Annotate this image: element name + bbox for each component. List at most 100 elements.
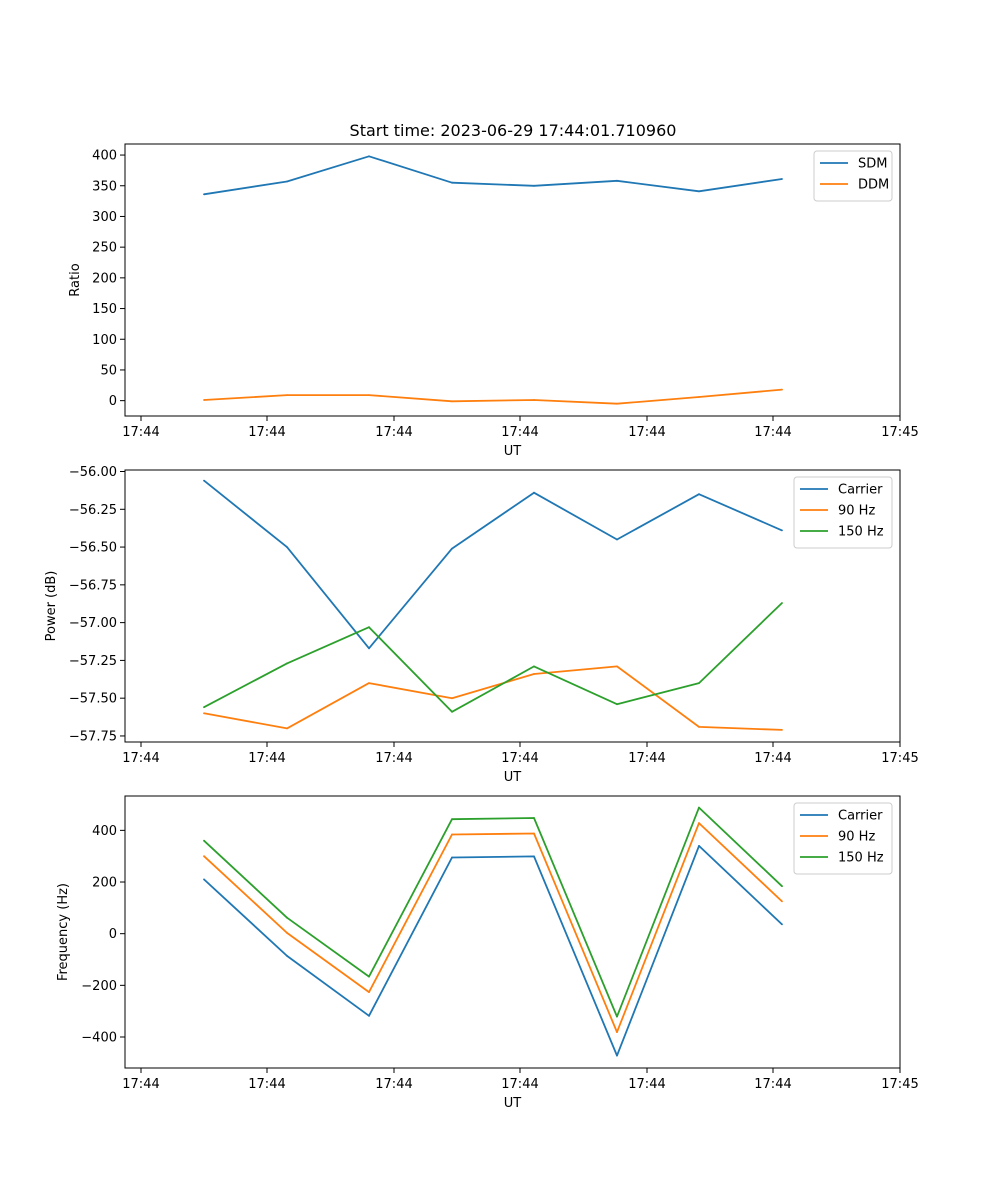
series-line-ddm: [203, 388, 783, 405]
x-tick-label: 17:44: [248, 1077, 285, 1092]
data-point: [616, 1031, 618, 1033]
y-tick-label: 0: [109, 927, 117, 942]
data-point: [286, 916, 288, 919]
panel-2: 17:44 17:44 17:44 17:44 17:44 17:44 17:45 −57.7…: [44, 465, 919, 785]
data-point: [698, 822, 700, 824]
x-tick-label: 17:44: [628, 425, 665, 440]
y-tick-label: −56.75: [69, 578, 117, 593]
panels: 17:44 17:44 17:44 17:44 17:44 17:44 17:45 0 50 10…: [44, 143, 919, 1111]
data-point: [533, 184, 535, 187]
data-point: [451, 856, 453, 859]
x-tick-label: 17:44: [501, 751, 538, 766]
x-tick-label: 17:44: [122, 751, 159, 766]
y-tick-label: 350: [92, 179, 117, 194]
data-point: [368, 682, 370, 684]
y-tick-label: −56.50: [69, 541, 117, 556]
panel-1: 17:44 17:44 17:44 17:44 17:44 17:44 17:45 0 50 10…: [68, 143, 919, 459]
data-point: [203, 193, 205, 196]
data-point: [698, 845, 700, 847]
data-point: [451, 818, 453, 821]
data-point: [203, 855, 205, 858]
y-tick-label: −56.00: [69, 465, 117, 480]
data-point: [698, 396, 700, 398]
data-point: [781, 900, 783, 903]
data-point: [533, 855, 535, 858]
data-point: [616, 402, 618, 405]
data-point: [368, 991, 370, 993]
data-point: [533, 665, 535, 668]
series-line-sdm: [203, 155, 783, 196]
panel-3: 17:44 17:44 17:44 17:44 17:44 17:44 17:45 −400 −…: [56, 795, 919, 1111]
data-point: [698, 806, 700, 809]
data-point: [698, 682, 700, 684]
x-tick-label: 17:44: [122, 1077, 159, 1092]
data-point: [451, 181, 453, 184]
data-point: [286, 662, 288, 665]
y-tick-label: −400: [81, 1031, 117, 1046]
data-point: [451, 547, 453, 550]
x-tick-label: 17:44: [628, 1077, 665, 1092]
y-tick-label: 400: [92, 824, 117, 839]
x-tick-label: 17:44: [501, 1077, 538, 1092]
data-point: [533, 491, 535, 494]
data-point: [616, 1015, 618, 1018]
data-point: [368, 626, 370, 629]
data-point: [203, 479, 205, 482]
data-point: [698, 726, 700, 728]
series-line-90-hz: [203, 822, 783, 1033]
data-point: [698, 493, 700, 496]
y-tick-label: 100: [92, 333, 117, 348]
legend-label: 150 Hz: [838, 525, 884, 540]
data-point: [203, 706, 205, 709]
series-line-90-hz: [203, 665, 783, 731]
x-axis-label: UT: [504, 770, 522, 785]
x-tick-label: 17:44: [501, 425, 538, 440]
legend-label: SDM: [858, 157, 887, 172]
series-line-carrier: [203, 479, 783, 650]
x-tick-label: 17:44: [248, 425, 285, 440]
data-point: [616, 179, 618, 182]
legend-label: DDM: [858, 178, 889, 193]
x-tick-label: 17:44: [754, 1077, 791, 1092]
x-axis-label: UT: [504, 444, 522, 459]
y-tick-label: −57.50: [69, 692, 117, 707]
data-point: [781, 729, 783, 731]
y-axis-label: Frequency (Hz): [56, 883, 71, 981]
axes-frame: [124, 469, 901, 743]
y-tick-label: 300: [92, 210, 117, 225]
data-point: [781, 388, 783, 391]
legend: Carrier 90 Hz 150 Hz: [793, 802, 893, 875]
data-point: [781, 529, 783, 532]
data-point: [533, 832, 535, 835]
y-tick-label: 250: [92, 241, 117, 256]
data-point: [451, 697, 453, 700]
data-point: [451, 833, 453, 836]
data-point: [368, 1014, 370, 1017]
x-tick-label: 17:44: [754, 425, 791, 440]
data-point: [368, 394, 370, 396]
data-point: [616, 665, 618, 668]
series-line-carrier: [203, 845, 783, 1057]
y-tick-label: −200: [81, 979, 117, 994]
data-point: [286, 932, 288, 934]
data-point: [616, 1054, 618, 1057]
data-point: [533, 673, 535, 675]
legend-label: Carrier: [838, 809, 883, 824]
axes-frame: [124, 795, 901, 1069]
data-point: [368, 155, 370, 158]
chart-title: Start time: 2023-06-29 17:44:01.710960: [350, 121, 677, 140]
data-point: [286, 180, 288, 183]
y-axis-label: Power (dB): [44, 571, 59, 642]
data-point: [781, 923, 783, 926]
data-point: [616, 703, 618, 706]
y-tick-label: 400: [92, 149, 117, 164]
x-axis-label: UT: [504, 1096, 522, 1111]
y-tick-label: −57.00: [69, 616, 117, 631]
x-tick-label: 17:44: [375, 1077, 412, 1092]
x-tick-label: 17:44: [754, 751, 791, 766]
data-point: [286, 394, 288, 396]
y-tick-label: −57.75: [69, 729, 117, 744]
data-point: [203, 878, 205, 881]
data-point: [533, 399, 535, 401]
